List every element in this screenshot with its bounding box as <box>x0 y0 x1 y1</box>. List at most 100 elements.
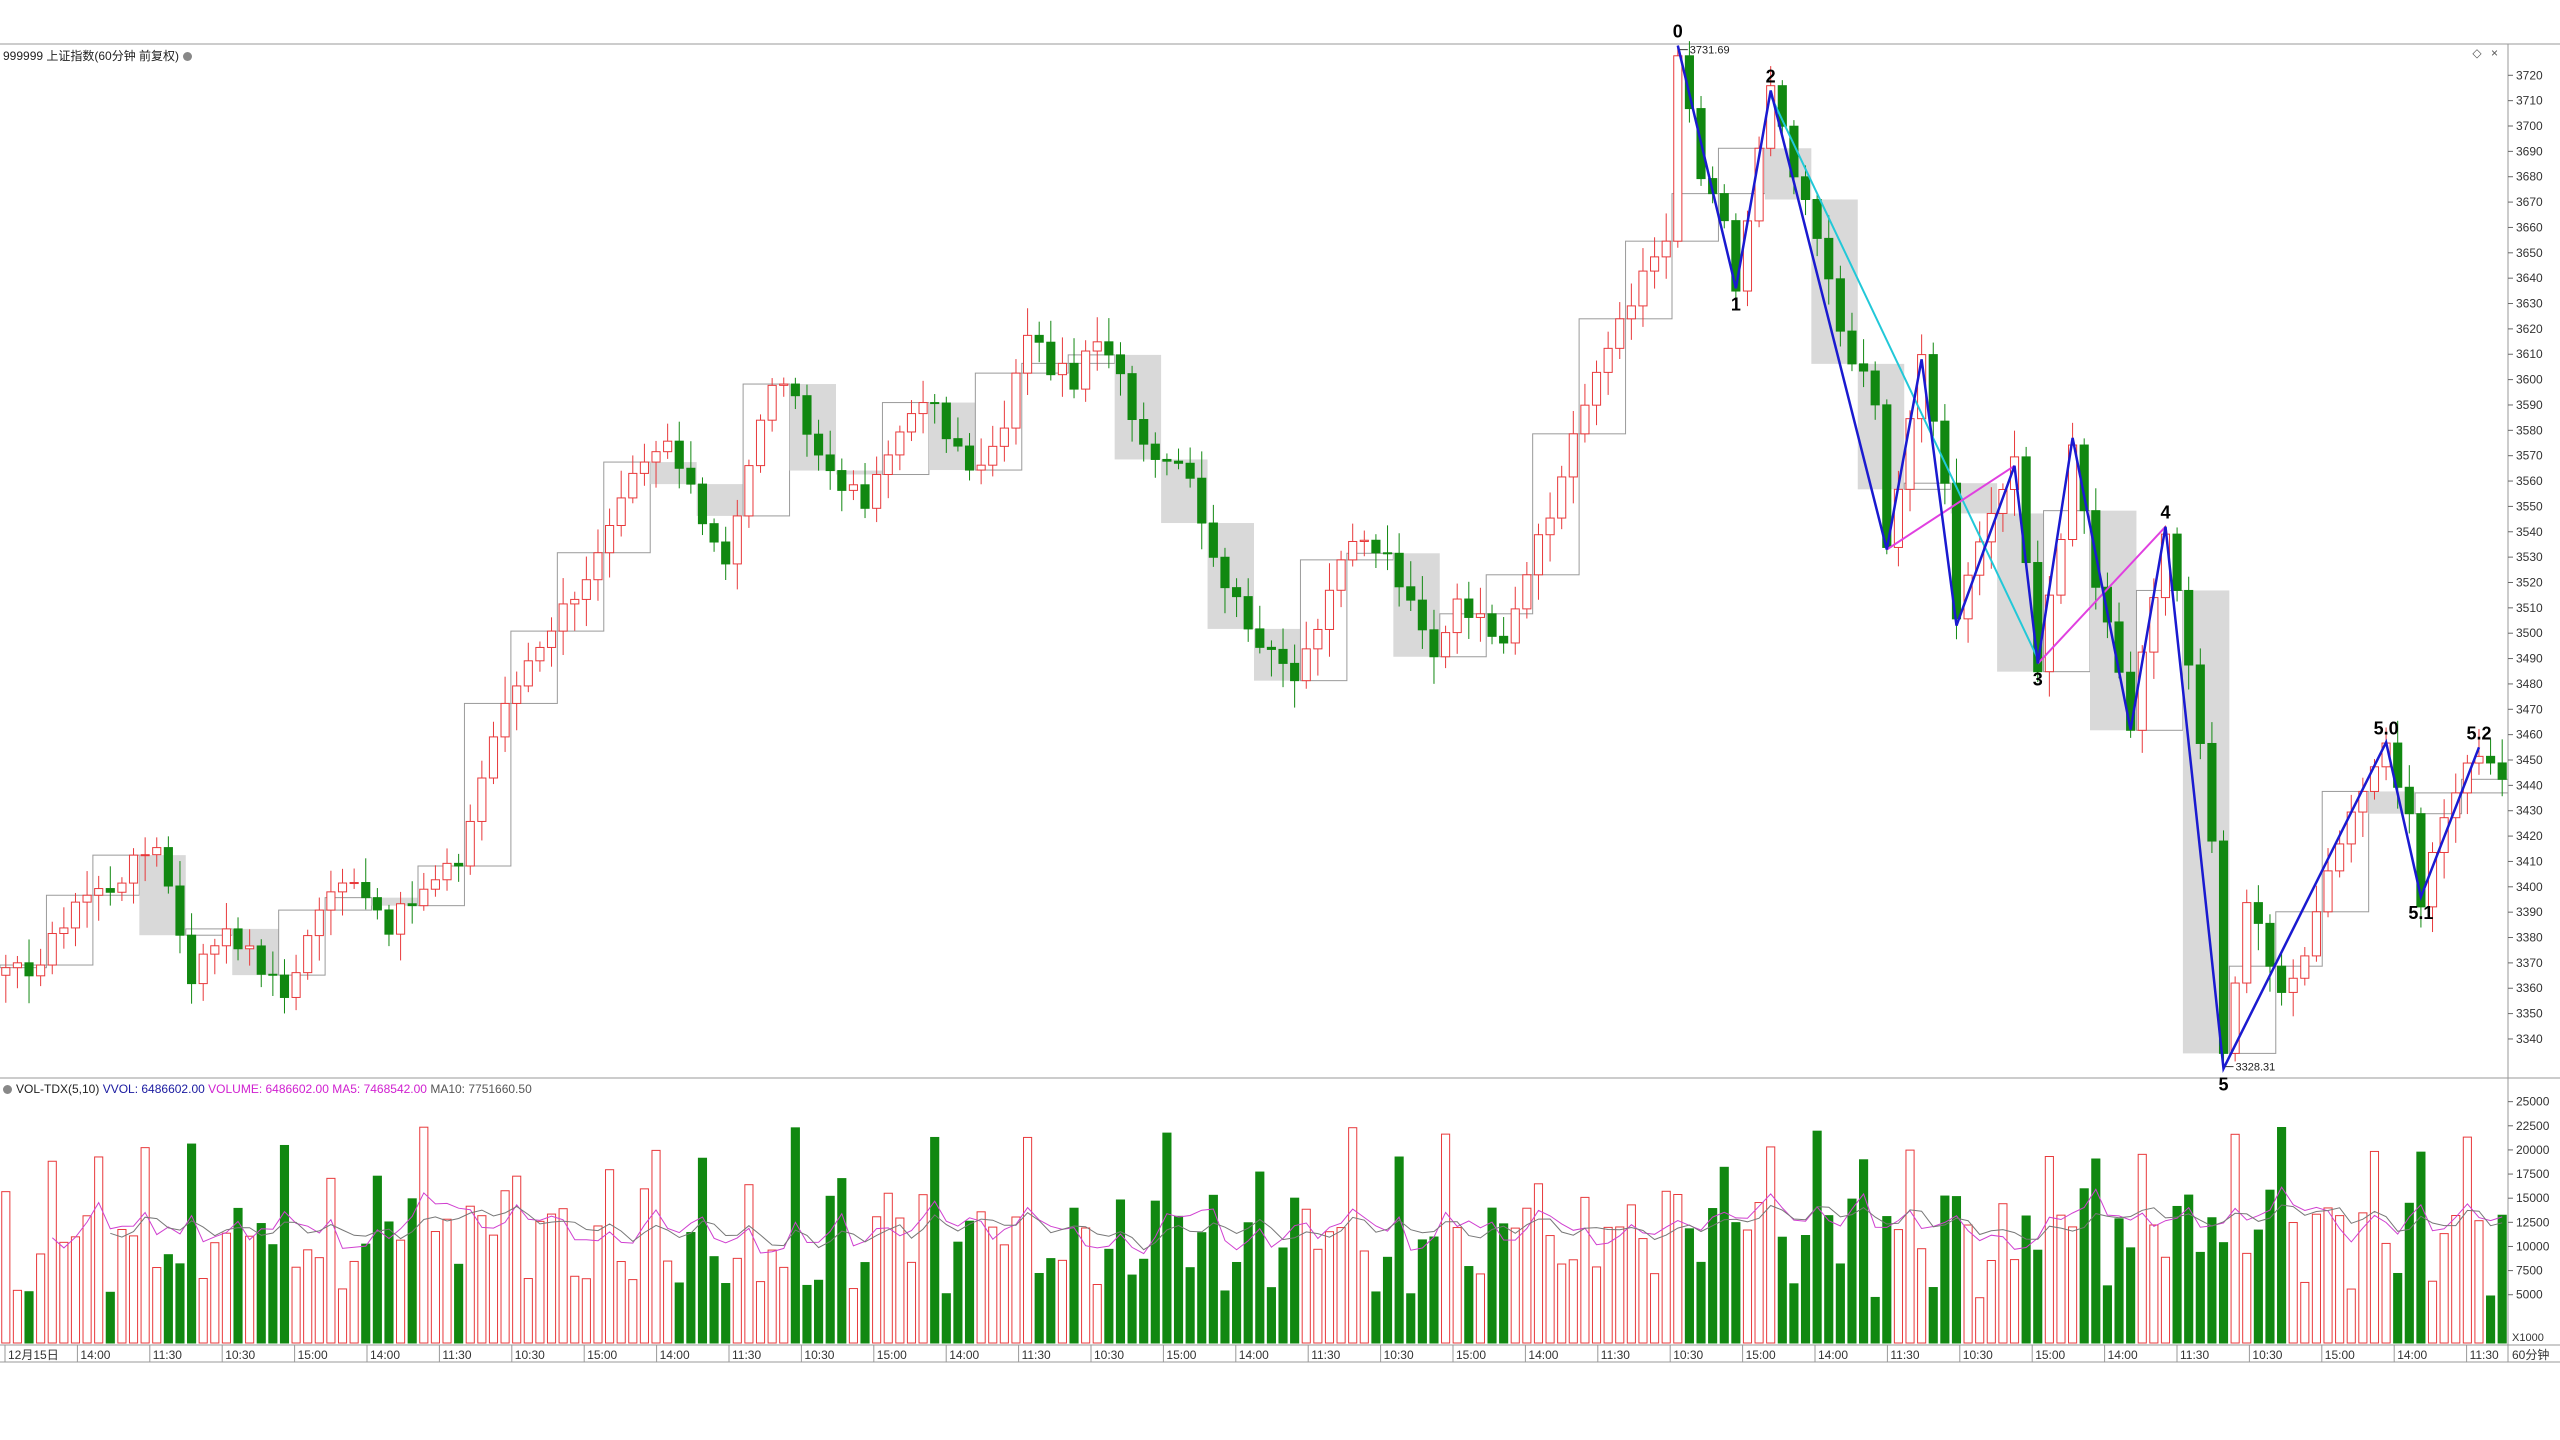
candle-body <box>767 384 777 421</box>
candle-body <box>523 660 533 687</box>
volume-bar <box>1092 1284 1102 1344</box>
candle-body <box>256 945 266 975</box>
volume-bar <box>1452 1227 1462 1344</box>
daily-range-box <box>1625 240 1673 320</box>
volume-bar <box>1475 1273 1485 1344</box>
volume-bar <box>883 1192 893 1344</box>
time-tick-label: 10:30 <box>1094 1348 1124 1362</box>
candle-body <box>1185 462 1195 479</box>
instrument-title: 999999 上证指数(60分钟 前复权) <box>3 47 193 64</box>
time-tick-label: 14:00 <box>2108 1348 2138 1362</box>
volume-tick-label: 12500 <box>2516 1215 2550 1229</box>
volume-bar <box>1766 1146 1776 1344</box>
volume-bar <box>581 1278 591 1344</box>
volume-bar <box>1232 1261 1242 1344</box>
price-tick-label: 3630 <box>2516 297 2543 311</box>
volume-bar <box>2230 1133 2240 1344</box>
diamond-icon[interactable]: ◇ <box>2472 46 2482 60</box>
candle-body <box>372 897 382 911</box>
wave-label: 2 <box>1766 67 1776 87</box>
volume-tick-label: 17500 <box>2516 1167 2550 1181</box>
time-tick-label: 10:30 <box>804 1348 834 1362</box>
candle-body <box>1557 476 1567 519</box>
candle-body <box>1580 404 1590 435</box>
instrument-label: 999999 上证指数(60分钟 前复权) <box>3 49 180 63</box>
candle-body <box>1545 517 1555 536</box>
volume-bar <box>605 1169 615 1344</box>
volume-bar <box>1940 1195 1950 1344</box>
candle-body <box>744 465 754 517</box>
candle-body <box>1464 598 1474 618</box>
volume-bar <box>639 1188 649 1344</box>
candle-body <box>2033 562 2043 673</box>
close-icon[interactable]: × <box>2490 46 2498 60</box>
settings-dot-icon[interactable] <box>183 52 193 61</box>
candle-body <box>47 933 57 966</box>
candle-body <box>1533 534 1544 576</box>
time-tick-label: 11:30 <box>1890 1348 1919 1362</box>
volume-bar <box>1441 1133 1451 1344</box>
volume-bar <box>1197 1232 1207 1344</box>
volume-bar <box>1673 1193 1683 1344</box>
volume-bar <box>2486 1295 2496 1344</box>
time-tick-label: 10:30 <box>1384 1348 1414 1362</box>
volume-bar <box>1266 1287 1276 1344</box>
wave-label: 5 <box>2219 1075 2229 1095</box>
volume-bar <box>837 1178 847 1344</box>
candle-body <box>837 470 847 491</box>
candle-body <box>1278 648 1288 664</box>
candle-body <box>581 579 591 600</box>
daily-range-box <box>2135 589 2184 731</box>
volume-bar <box>2323 1207 2333 1344</box>
volume-tick-label: 25000 <box>2516 1095 2550 1109</box>
daily-range-box <box>2368 791 2416 814</box>
volume-bar <box>372 1175 382 1344</box>
volume-bar <box>790 1127 800 1344</box>
volume-bar <box>2102 1285 2112 1344</box>
candle-body <box>1882 404 1892 548</box>
volume-bar <box>1336 1227 1346 1344</box>
volume-bar <box>1661 1190 1671 1344</box>
wave-label: 4 <box>2160 503 2170 523</box>
candle-body <box>59 927 69 935</box>
volume-bar <box>2114 1218 2124 1344</box>
candle-body <box>1835 278 1845 332</box>
daily-range-box <box>0 964 47 969</box>
candle-body <box>512 685 522 704</box>
candle-body <box>1800 176 1811 201</box>
volume-bar <box>767 1249 777 1344</box>
candle-body <box>1 967 11 976</box>
candle-body <box>1626 305 1636 320</box>
time-tick-label: 14:00 <box>1239 1348 1269 1362</box>
candle-body <box>152 847 162 856</box>
volume-bar <box>210 1242 220 1344</box>
volume-tick-label: 7500 <box>2516 1264 2543 1278</box>
volume-bar <box>1023 1136 1033 1344</box>
volume-bar <box>1034 1272 1044 1344</box>
time-tick-label: 14:00 <box>2397 1348 2427 1362</box>
daily-range-box <box>2275 911 2323 967</box>
volume-bar <box>1301 1208 1311 1344</box>
candle-body <box>268 973 278 976</box>
price-tick-label: 3580 <box>2516 423 2543 437</box>
daily-range-box <box>1532 433 1580 576</box>
volume-bar <box>1917 1248 1927 1344</box>
candle-body <box>1197 477 1207 524</box>
volume-bar <box>384 1221 394 1344</box>
time-tick-label: 14:00 <box>660 1348 690 1362</box>
volume-bar <box>1313 1248 1323 1344</box>
volume-bar <box>279 1144 290 1344</box>
price-tick-label: 3340 <box>2516 1032 2543 1046</box>
time-tick-label: 14:00 <box>1818 1348 1848 1362</box>
candle-body <box>349 882 359 885</box>
volume-bar <box>779 1266 789 1344</box>
candle-body <box>2230 982 2240 1054</box>
wave-label: 5.0 <box>2374 718 2399 738</box>
volume-bar <box>558 1208 568 1344</box>
time-tick-label: 11:30 <box>442 1348 471 1362</box>
price-tick-label: 3360 <box>2516 981 2543 995</box>
volume-settings-dot-icon[interactable] <box>3 1085 12 1094</box>
volume-bar <box>1220 1290 1230 1344</box>
volume-bar <box>999 1244 1009 1344</box>
